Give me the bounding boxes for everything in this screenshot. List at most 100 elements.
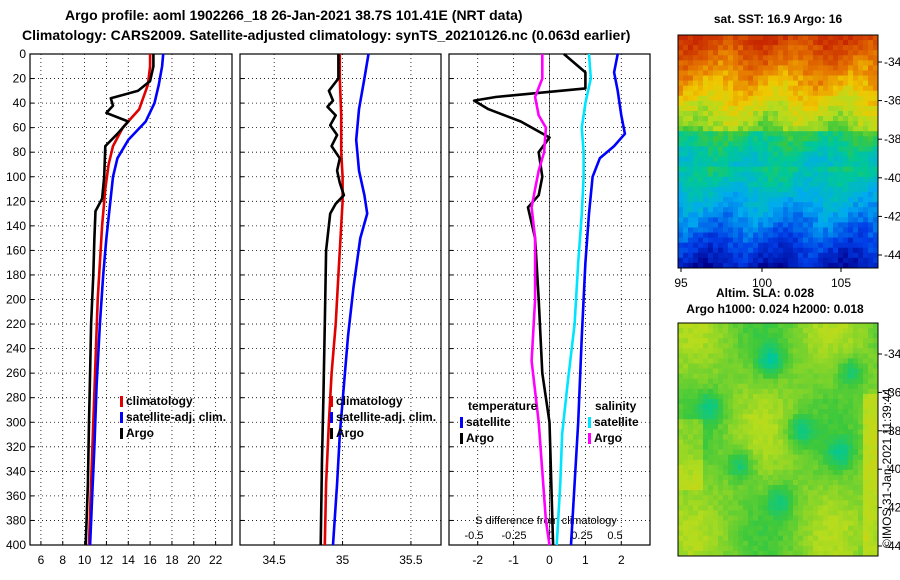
sst-map-cell — [843, 166, 849, 173]
sla-map-cell — [698, 474, 704, 481]
sla-map-cell — [793, 348, 799, 354]
sla-map-cell — [698, 454, 704, 461]
sla-map-cell — [738, 333, 744, 339]
sla-map-cell — [813, 550, 819, 557]
sst-map-cell — [738, 222, 744, 228]
sst-map-cell — [723, 105, 729, 112]
sla-map-cell — [833, 500, 839, 506]
sla-map-cell — [703, 490, 709, 496]
sst-map-cell — [803, 222, 809, 228]
sst-map-cell — [828, 95, 834, 102]
sla-map-cell — [858, 434, 864, 440]
sst-map-cell — [688, 80, 694, 87]
sst-map-cell — [838, 156, 844, 163]
sla-map-cell — [718, 328, 724, 334]
sla-map-cell — [678, 328, 684, 334]
sst-map-cell — [778, 141, 784, 147]
sla-map-cell — [798, 368, 804, 375]
sla-map-cell — [728, 404, 734, 410]
sst-map-cell — [743, 105, 749, 112]
sla-map-cell — [698, 520, 704, 527]
sst-map-cell — [808, 40, 814, 46]
sst-map-cell — [788, 232, 794, 239]
sst-map-cell — [718, 202, 724, 208]
sla-map-cell — [808, 545, 814, 552]
sst-map-cell — [748, 222, 754, 228]
sst-map-cell — [683, 176, 689, 183]
sst-map-cell — [738, 217, 744, 223]
sla-map-cell — [823, 505, 829, 511]
sst-map-cell — [723, 131, 729, 137]
sla-map-cell — [708, 464, 714, 471]
sla-map-cell — [833, 409, 839, 415]
sst-map-cell — [798, 207, 804, 213]
sla-map-cell — [828, 459, 834, 466]
sla-map-cell — [863, 525, 869, 532]
sst-map-cell — [838, 95, 844, 102]
sst-map-cell — [743, 197, 749, 203]
sla-map-cell — [848, 485, 854, 491]
sla-map-title2: Argo h1000: 0.024 h2000: 0.018 — [686, 302, 864, 316]
sst-map-cell — [803, 227, 809, 234]
sla-map-cell — [738, 485, 744, 491]
sla-map-cell — [758, 540, 764, 547]
sst-map-cell — [763, 161, 769, 168]
sla-map-cell — [688, 525, 694, 532]
sst-map-cell — [723, 197, 729, 203]
sla-map-cell — [843, 323, 849, 329]
sst-map-cell — [833, 121, 839, 127]
sst-map-cell — [738, 212, 744, 218]
sst-map-cell — [773, 100, 779, 107]
sst-map-cell — [763, 100, 769, 107]
sst-map-cell — [773, 197, 779, 203]
sst-map-cell — [763, 186, 769, 193]
sla-map-cell — [723, 500, 729, 506]
sst-map-cell — [828, 50, 834, 56]
sst-map-cell — [773, 146, 779, 152]
sla-map-cell — [773, 545, 779, 552]
sla-map-cell — [728, 343, 734, 349]
x-tick-label: 10 — [78, 553, 92, 567]
sla-map-cell — [793, 398, 799, 405]
sst-map-cell — [858, 252, 864, 259]
sst-map-cell — [753, 95, 759, 102]
sla-map-cell — [723, 358, 729, 365]
sla-map-cell — [863, 343, 869, 349]
sla-map-cell — [798, 398, 804, 405]
sla-map-cell — [793, 358, 799, 365]
sst-map-cell — [703, 166, 709, 173]
sla-map-cell — [688, 520, 694, 527]
sla-map-cell — [833, 393, 839, 400]
sla-map-cell — [868, 520, 874, 527]
sst-map-cell — [858, 171, 864, 178]
sst-map-cell — [768, 176, 774, 183]
sst-map-cell — [798, 156, 804, 163]
sla-map-cell — [788, 328, 794, 334]
sst-map-cell — [718, 242, 724, 249]
sst-map-cell — [793, 40, 799, 46]
sst-map-cell — [733, 222, 739, 228]
sla-map-cell — [823, 449, 829, 456]
sst-map-cell — [728, 136, 734, 142]
sst-map-cell — [843, 171, 849, 178]
sst-map-cell — [773, 60, 779, 66]
sla-map-cell — [768, 353, 774, 359]
sst-map-cell — [713, 146, 719, 152]
sla-map-cell — [868, 510, 874, 516]
sst-map-cell — [848, 186, 854, 193]
sst-map-cell — [688, 146, 694, 152]
sla-map-cell — [768, 363, 774, 370]
sla-map-cell — [798, 495, 804, 501]
sla-map-cell — [813, 323, 819, 329]
sst-map-cell — [713, 141, 719, 147]
sla-map-cell — [718, 485, 724, 491]
sla-map-cell — [873, 535, 879, 542]
sla-map-cell — [853, 449, 859, 456]
sla-map-cell — [768, 388, 774, 395]
sst-map-cell — [698, 121, 704, 127]
sla-map-cell — [803, 368, 809, 375]
header-line1: Argo profile: aoml 1902266_18 26-Jan-202… — [65, 7, 523, 23]
sla-map-cell — [833, 343, 839, 349]
sst-map-cell — [818, 105, 824, 112]
sla-map-cell — [693, 540, 699, 547]
